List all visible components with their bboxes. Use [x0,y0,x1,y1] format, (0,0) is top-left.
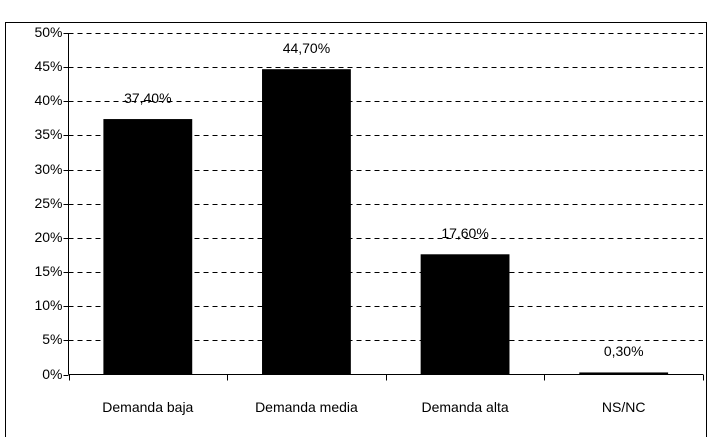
bar [103,119,193,375]
value-label: 17,60% [441,225,488,241]
chart-frame [5,22,707,437]
y-tick-label: 5% [42,331,62,347]
y-tick-label: 0% [42,366,62,382]
x-tick-label: Demanda baja [102,399,193,415]
x-tick-label: Demanda media [255,399,358,415]
bar [262,69,351,375]
value-label: 0,30% [604,343,644,359]
y-tick-label: 20% [34,229,62,245]
bar [579,372,669,375]
y-tick-label: 30% [34,161,62,177]
y-tick-label: 25% [34,195,62,211]
bar [420,254,510,375]
x-tick-label: NS/NC [602,399,646,415]
x-tick-label: Demanda alta [421,399,508,415]
y-tick-label: 40% [34,92,62,108]
y-tick-label: 45% [34,58,62,74]
y-tick-label: 10% [34,297,62,313]
value-label: 37,40% [124,90,171,106]
y-tick-label: 15% [34,263,62,279]
y-tick-label: 35% [34,126,62,142]
value-label: 44,70% [283,40,330,56]
y-tick-label: 50% [34,24,62,40]
